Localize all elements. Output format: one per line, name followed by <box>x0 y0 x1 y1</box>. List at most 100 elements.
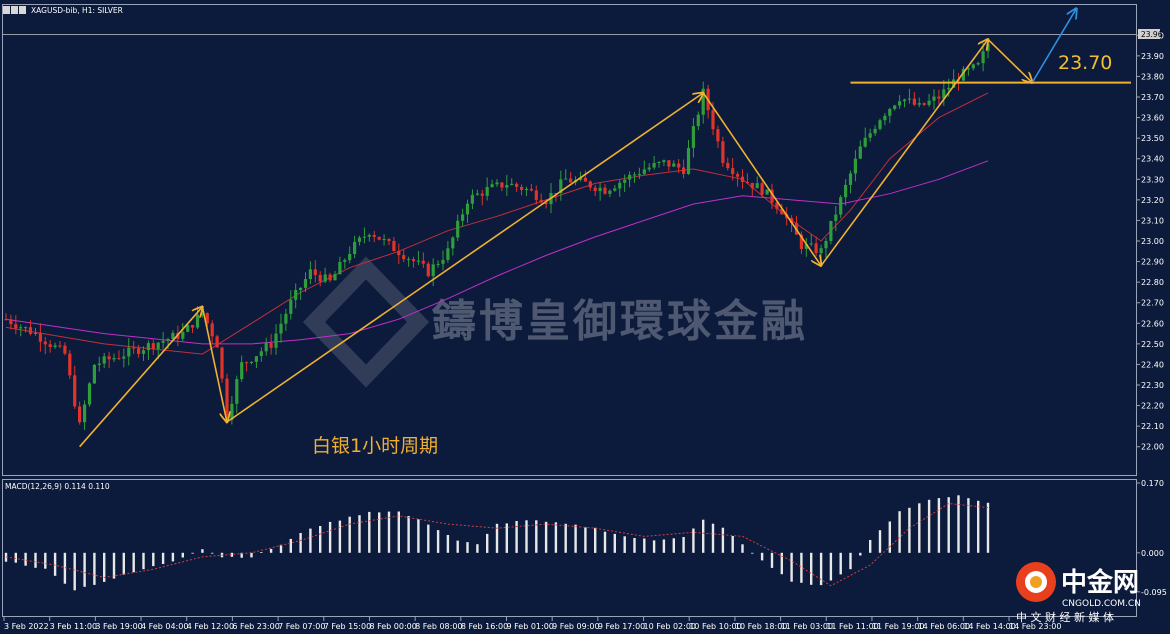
candle-body <box>515 183 519 187</box>
candle-body <box>431 264 435 277</box>
candle-body <box>937 96 941 99</box>
candle-body <box>87 383 92 405</box>
trend-arrow <box>820 39 988 267</box>
period-label: 白银1小时周期 <box>312 435 438 457</box>
candle-body <box>613 188 617 191</box>
macd-bar <box>397 511 400 553</box>
candle-body <box>328 274 332 281</box>
macd-y-axis-tick-label: 0.170 <box>1141 479 1164 488</box>
macd-bar <box>682 537 685 553</box>
candle-body <box>863 137 867 147</box>
candle-body <box>696 114 700 127</box>
x-axis-tick-label: 7 Feb 07:00 <box>278 622 325 631</box>
macd-bar <box>436 530 440 553</box>
macd-bar <box>112 552 116 579</box>
window-icon[interactable] <box>19 6 26 14</box>
current-price-tag <box>1138 29 1160 39</box>
macd-signal-line <box>5 502 989 587</box>
macd-bar <box>780 552 783 575</box>
trend-arrow <box>702 92 821 266</box>
candle-body <box>43 341 47 345</box>
macd-y-axis-tick-label: -0.095 <box>1141 588 1167 597</box>
macd-bar <box>898 511 901 553</box>
candle-body <box>922 103 926 105</box>
logo-subtitle: CNGOLD.COM.CN <box>1062 599 1141 609</box>
macd-bar <box>44 552 47 569</box>
candle-body <box>961 68 965 81</box>
candle-body <box>839 197 843 215</box>
candle-body <box>534 190 538 200</box>
watermark-text: 鑄博皇御環球金融 <box>432 296 808 347</box>
macd-pane-frame <box>2 479 1137 617</box>
window-icon[interactable] <box>11 6 18 14</box>
candle-body <box>716 129 720 142</box>
candle-body <box>181 331 185 339</box>
x-axis-tick-label: 9 Feb 01:00 <box>507 622 554 631</box>
candle-body <box>976 63 980 65</box>
candle-body <box>736 174 740 177</box>
macd-bar <box>191 552 194 554</box>
macd-bar <box>466 542 469 553</box>
candle-body <box>902 99 907 102</box>
logo-name: 中金网 <box>1061 567 1139 598</box>
candle-body <box>726 162 730 169</box>
macd-bar <box>211 552 214 554</box>
candle-body <box>544 202 548 205</box>
macd-bar <box>378 512 381 553</box>
candle-body <box>33 333 38 334</box>
candle-body <box>215 336 219 348</box>
candle-body <box>146 343 150 351</box>
candle-body <box>691 126 695 148</box>
x-axis-tick-label: 4 Feb 04:00 <box>141 622 188 631</box>
macd-bar <box>594 527 597 553</box>
candle-body <box>225 378 229 420</box>
macd-bar <box>751 552 754 554</box>
macd-bar <box>977 500 980 553</box>
candle-body <box>24 327 28 329</box>
candle-body <box>686 147 691 174</box>
candle-body <box>411 259 416 262</box>
candle-body <box>883 115 887 121</box>
candle-body <box>92 364 96 384</box>
candle-body <box>593 187 597 192</box>
macd-bar <box>122 552 125 575</box>
macd-bar <box>53 552 57 576</box>
macd-bar <box>446 535 450 553</box>
candle-body <box>755 183 759 189</box>
candle-body <box>667 160 671 167</box>
candle-body <box>775 202 779 209</box>
macd-bar <box>967 498 970 553</box>
macd-bar <box>800 552 803 583</box>
window-icon[interactable] <box>3 6 10 14</box>
x-axis-tick-label: 11 Feb 11:00 <box>826 622 878 631</box>
candle-body <box>868 133 872 138</box>
macd-bar <box>702 519 705 553</box>
logo-circle-core <box>1030 576 1042 588</box>
macd-bar <box>770 552 774 568</box>
candle-body <box>495 182 499 185</box>
candle-body <box>465 203 470 215</box>
macd-bar <box>947 497 950 553</box>
trend-arrow <box>201 306 227 422</box>
candle-body <box>284 313 288 324</box>
candle-body <box>652 163 656 168</box>
macd-bar <box>918 503 921 553</box>
y-axis-tick-label: 22.00 <box>1141 443 1164 452</box>
candle-body <box>249 361 254 363</box>
trend-arrow <box>79 307 203 448</box>
macd-bar <box>652 540 656 553</box>
y-axis-tick-label: 22.40 <box>1141 360 1164 369</box>
candle-body <box>623 179 627 183</box>
macd-bar <box>986 502 990 553</box>
macd-bar <box>24 552 27 566</box>
x-axis-tick-label: 14 Feb 06:00 <box>918 622 970 631</box>
candle-body <box>966 68 970 70</box>
macd-bar <box>888 521 891 553</box>
macd-bar <box>927 499 931 553</box>
macd-bar <box>132 552 135 573</box>
x-axis-tick-label: 3 Feb 19:00 <box>95 622 142 631</box>
x-axis-tick-label: 6 Feb 23:00 <box>232 622 279 631</box>
candle-body <box>662 160 666 162</box>
chart-symbol-title: XAGUSD-bib, H1: SILVER <box>31 6 123 15</box>
